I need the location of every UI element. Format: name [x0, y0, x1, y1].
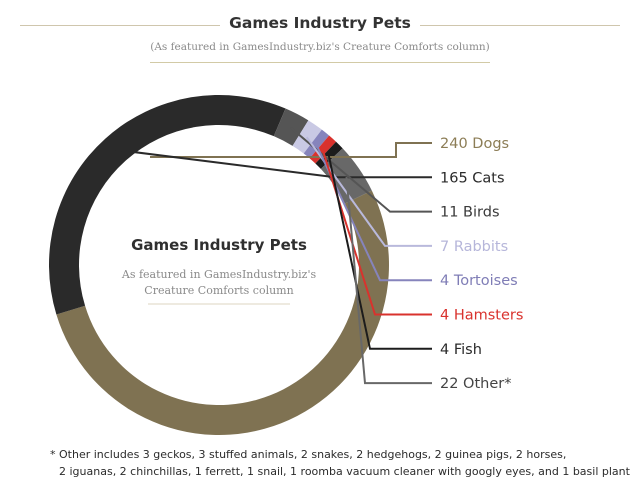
- donut-slices: [48, 94, 389, 435]
- slice-label-hamsters: 4 Hamsters: [440, 308, 523, 324]
- slice-label-tortoises: 4 Tortoises: [440, 273, 518, 289]
- leader-lines: [115, 126, 432, 385]
- slice-label-rabbits: 7 Rabbits: [440, 239, 508, 255]
- chart-subtitle: (As featured in GamesIndustry.biz's Crea…: [150, 41, 490, 53]
- donut-slice-dogs: [56, 190, 389, 435]
- slice-label-birds: 11 Birds: [440, 205, 500, 221]
- slice-label-cats: 165 Cats: [440, 170, 505, 186]
- leader-line-dogs: [150, 142, 432, 158]
- leader-line-fish: [327, 155, 432, 350]
- donut-chart: 240 Dogs 165 Cats 11 Birds 7 Rabbits 4 Torto…: [48, 94, 523, 435]
- donut-center-subtitle-line-2: Creature Comforts column: [144, 284, 293, 297]
- slice-label-fish: 4 Fish: [440, 342, 482, 358]
- donut-center-subtitle-line-1: As featured in GamesIndustry.biz's: [121, 268, 317, 281]
- slice-labels: 240 Dogs 165 Cats 11 Birds 7 Rabbits 4 Torto…: [440, 136, 523, 392]
- leader-line-cats: [115, 148, 432, 179]
- donut-slice-tortoises: [303, 129, 330, 159]
- chart-title: Games Industry Pets: [229, 14, 411, 32]
- footnote-line-2: 2 iguanas, 2 chinchillas, 1 ferrett, 1 s…: [59, 465, 630, 478]
- slice-label-other: 22 Other*: [440, 376, 511, 392]
- title-rule-left: [20, 25, 220, 26]
- leader-line-tortoises: [315, 143, 432, 282]
- title-rule-right: [420, 25, 620, 26]
- leader-line-other: [345, 176, 432, 385]
- subtitle-rule: [150, 62, 490, 63]
- donut-slice-cats: [48, 94, 286, 315]
- slice-label-dogs: 240 Dogs: [440, 136, 509, 152]
- donut-center-title: Games Industry Pets: [131, 236, 307, 254]
- donut-slice-fish: [315, 141, 343, 169]
- footnote: * Other includes 3 geckos, 3 stuffed ani…: [50, 446, 630, 480]
- footnote-line-1: * Other includes 3 geckos, 3 stuffed ani…: [50, 448, 567, 461]
